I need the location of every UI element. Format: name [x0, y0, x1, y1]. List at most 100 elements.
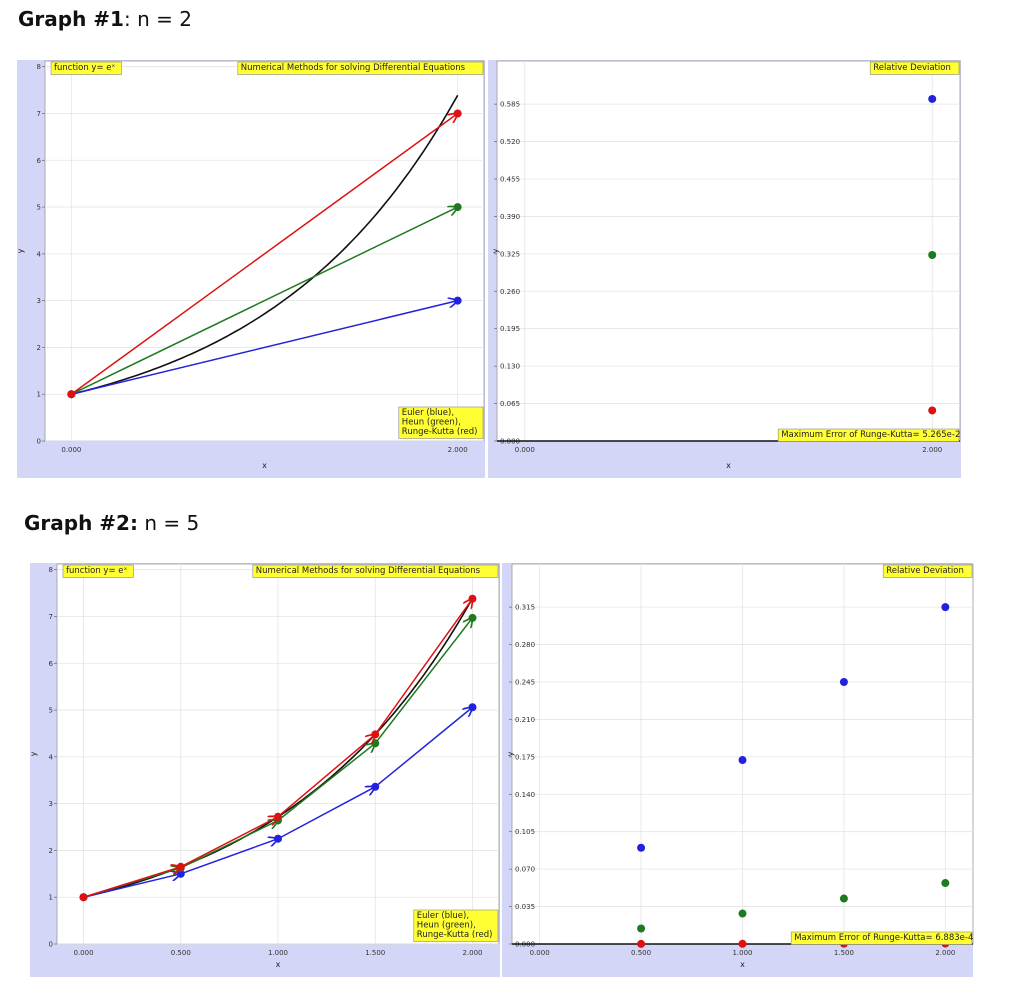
graph1-deviation-x-tick-label: 0.000	[515, 446, 535, 454]
graph1-solution-x-tick-label: 0.000	[61, 446, 81, 454]
graph2-deviation-x-tick-label: 0.000	[530, 949, 550, 957]
graph2-deviation-euler-point	[637, 843, 646, 852]
graph2-solution-chart: 0 1 2 3 4 5 6 7 8 0.000 0.500 1.000 1.500 2.000 x y func…	[29, 563, 500, 977]
graph1-solution-y-tick-label: 5	[37, 204, 41, 212]
graph2-deviation-y-tick-label: 0.140	[515, 791, 535, 799]
graph2-solution-rk-point	[274, 812, 282, 821]
graph2-solution-y-tick-label: 4	[49, 753, 54, 761]
graph2-solution-y-tick-label: 6	[49, 660, 54, 668]
graph1-deviation-y-tick-label: 0.260	[500, 288, 520, 296]
graph1-deviation-euler-point	[928, 94, 937, 103]
graph2-solution-euler-point	[371, 782, 380, 791]
graph1-solution-y-tick-label: 3	[37, 297, 41, 305]
graph1-heading-bold: Graph #1	[18, 7, 124, 31]
graph2-deviation-title-box	[882, 564, 973, 578]
graph1-deviation-rk-point	[928, 406, 937, 415]
graph1-solution-legend-box	[398, 406, 484, 439]
graph2-deviation-y-axis-label: y	[506, 751, 515, 756]
graph2-solution-euler-segment	[374, 707, 472, 788]
graph2-solution-title-line: Numerical Methods for solving Differenti…	[256, 566, 481, 576]
graph2-solution-rk-point	[176, 862, 185, 871]
graph1-solution-legend-line: Runge-Kutta (red)	[402, 427, 478, 437]
graph1-deviation-y-tick-label: 0.130	[500, 363, 520, 371]
graph1-solution-y-tick-label: 2	[37, 344, 41, 352]
graph2-solution-rk-point	[371, 730, 380, 739]
graph1-solution-rk-point	[67, 390, 76, 399]
graph2-deviation-heun-point	[637, 924, 646, 933]
graph2-solution-rk-point	[79, 893, 88, 902]
graph2-solution-x-tick-label: 1.000	[268, 949, 288, 957]
graph2-solution-y-tick-label: 2	[49, 847, 53, 855]
graph2-deviation-y-tick-label: 0.070	[515, 866, 535, 874]
graph1-solution-x-tick-label: 2.000	[448, 446, 468, 454]
graph2-solution-euler-segment	[180, 839, 278, 875]
graph1-solution-rk-point	[453, 109, 462, 118]
graph2-heading-bold: Graph #2:	[24, 511, 138, 535]
graph2-solution-y-tick-label: 1	[49, 894, 53, 902]
graph2-deviation-y-tick-label: 0.315	[515, 604, 535, 612]
graph2-solution-rk-segment	[180, 817, 278, 868]
graph2-solution-euler-point	[274, 834, 282, 843]
graph1-heading-rest: : n = 2	[123, 7, 192, 31]
graph2-heading: Graph #2: n = 5	[24, 511, 199, 535]
graph2-deviation-x-tick-label: 1.500	[834, 949, 854, 957]
graph1-solution-chart: 0 1 2 3 4 5 6 7 8 0.000 2.000 x y function y= eˣ Numer…	[16, 60, 485, 478]
graph2-solution-rk-segment	[277, 734, 375, 818]
graph1-deviation-y-tick-label: 0.455	[500, 175, 520, 183]
graph2-deviation-x-tick-label: 1.000	[732, 949, 752, 957]
graph1-solution-y-axis-label: y	[16, 248, 25, 253]
graph1-solution-heun-segment	[71, 207, 457, 395]
graph1-deviation-footer-line: Maximum Error of Runge-Kutta= 5.265e-2	[781, 430, 960, 440]
graph2-solution-y-axis-label: y	[29, 751, 38, 756]
graph2-deviation-y-tick-label: 0.175	[515, 753, 535, 761]
graph2-solution-x-tick-label: 1.500	[365, 949, 385, 957]
graph2-solution-rk-segment	[83, 867, 181, 898]
graph2-solution-y-tick-label: 0	[49, 941, 53, 949]
graph1-deviation-y-tick-label: 0.390	[500, 213, 520, 221]
graph1-deviation-title-line: Relative Deviation	[873, 63, 951, 73]
graph2-solution-heun-segment	[374, 618, 472, 744]
graph1-solution-y-tick-label: 6	[37, 157, 42, 165]
graph1-deviation-y-tick-label: 0.325	[500, 250, 520, 258]
graph2-deviation-heun-point	[941, 879, 950, 888]
graph1-deviation-heun-point	[928, 251, 937, 260]
graph2-deviation-chart: 0.000 0.035 0.070 0.105 0.140 0.175 0.210 0.245…	[502, 563, 974, 977]
graph2-solution-y-tick-label: 7	[49, 613, 53, 621]
graph2-solution-y-tick-label: 8	[49, 566, 53, 574]
graph1-deviation-x-tick-label: 2.000	[922, 446, 942, 454]
graph2-solution-euler-point	[468, 703, 477, 712]
graph1-solution-heun-point	[453, 203, 462, 212]
graph1-solution-rk-segment	[70, 113, 457, 395]
graph2-deviation-x-tick-label: 2.000	[935, 949, 955, 957]
graph1-deviation-y-tick-label: 0.065	[500, 400, 520, 408]
graph1-deviation-y-tick-label: 0.195	[500, 325, 520, 333]
graph1-deviation-title-box	[869, 61, 960, 75]
graph1-solution-y-tick-label: 8	[37, 63, 41, 71]
graph1-solution-function-label-box	[50, 61, 122, 75]
graph1-solution-title-line: Numerical Methods for solving Differenti…	[241, 63, 466, 73]
graph1-solution-y-tick-label: 7	[37, 110, 41, 118]
graph2-solution-rk-segment	[374, 599, 472, 735]
graph2-solution-function-label-line: function y= eˣ	[66, 566, 128, 576]
graph2-solution-heun-segment	[277, 743, 375, 822]
graph1-solution-y-tick-label: 0	[37, 438, 41, 446]
graph2-solution-y-tick-label: 5	[49, 707, 53, 715]
graph2-solution-function-label-box	[62, 564, 134, 578]
graph2-solution-heun-point	[468, 613, 477, 622]
graph1-solution-legend-line: Euler (blue),	[402, 408, 454, 418]
graph2-solution-x-tick-label: 0.000	[73, 949, 93, 957]
graph2-deviation-rk-point	[637, 939, 646, 948]
graph2-solution-y-tick-label: 3	[49, 800, 53, 808]
graph2-deviation-y-tick-label: 0.035	[515, 903, 535, 911]
graph2-deviation-x-axis-label: x	[740, 960, 745, 969]
graph2-deviation-footer-box	[790, 931, 973, 945]
graph1-deviation-footer-box	[777, 428, 960, 442]
graph2-deviation-euler-point	[839, 677, 848, 686]
graph1-deviation-chart: 0.000 0.065 0.130 0.195 0.260 0.325 0.390 0.455…	[488, 60, 961, 478]
graph2-solution-x-tick-label: 0.500	[171, 949, 191, 957]
graph2-solution-title-box	[252, 564, 499, 578]
graph2-deviation-heun-point	[839, 894, 848, 903]
graph1-solution-function-label-line: function y= eˣ	[54, 63, 116, 73]
graph2-solution-rk-point	[468, 594, 477, 603]
